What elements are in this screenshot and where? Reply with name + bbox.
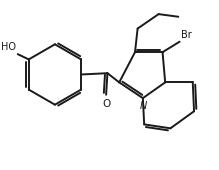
Text: HO: HO (2, 42, 16, 52)
Text: O: O (102, 99, 110, 109)
Text: Br: Br (181, 30, 191, 40)
Text: N: N (140, 101, 147, 111)
